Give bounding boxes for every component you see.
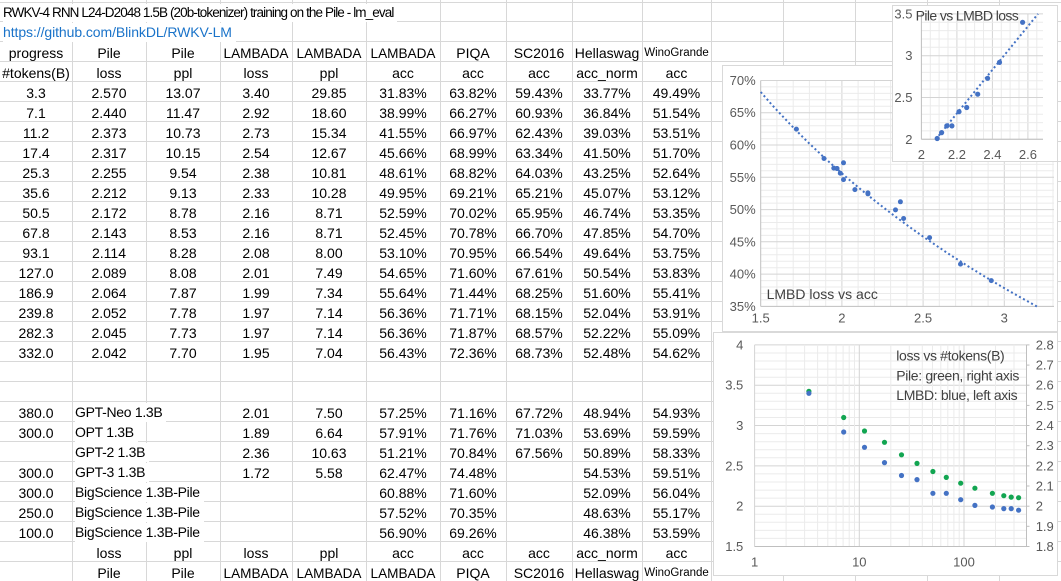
svg-text:10: 10 [852,555,866,570]
svg-text:1.8: 1.8 [1036,539,1054,554]
svg-text:3: 3 [736,418,743,433]
svg-text:3: 3 [1001,310,1008,325]
svg-text:Pile: green, right axis: Pile: green, right axis [896,367,1019,383]
svg-text:2.6: 2.6 [1019,147,1037,162]
svg-text:1.9: 1.9 [1036,519,1054,534]
svg-text:Pile vs LMBD loss: Pile vs LMBD loss [916,7,1019,23]
svg-text:2.5: 2.5 [725,458,743,473]
svg-text:45%: 45% [730,234,756,249]
svg-text:2.8: 2.8 [1036,337,1054,352]
svg-text:2.5: 2.5 [914,310,932,325]
svg-text:40%: 40% [730,267,756,282]
svg-text:2.4: 2.4 [983,147,1001,162]
svg-text:100: 100 [953,555,975,570]
svg-text:2: 2 [736,499,743,514]
svg-text:60%: 60% [730,138,756,153]
svg-text:3.5: 3.5 [894,6,912,21]
svg-text:2.5: 2.5 [894,90,912,105]
svg-text:2.1: 2.1 [1036,479,1054,494]
svg-text:65%: 65% [730,105,756,120]
svg-text:2: 2 [918,147,925,162]
svg-text:LMBD loss vs acc: LMBD loss vs acc [767,286,878,302]
svg-text:2.4: 2.4 [1036,418,1054,433]
svg-text:2.5: 2.5 [1036,398,1054,413]
svg-text:4: 4 [736,337,743,352]
svg-text:2.3: 2.3 [1036,438,1054,453]
svg-text:2.7: 2.7 [1036,358,1054,373]
svg-text:2: 2 [905,132,912,147]
svg-text:2.2: 2.2 [1036,458,1054,473]
svg-text:55%: 55% [730,170,756,185]
svg-text:loss vs #tokens(B): loss vs #tokens(B) [896,348,1004,364]
svg-text:2: 2 [838,310,845,325]
svg-text:50%: 50% [730,202,756,217]
svg-text:2.2: 2.2 [948,147,966,162]
svg-text:1: 1 [751,555,758,570]
svg-text:2: 2 [1036,499,1043,514]
svg-text:LMBD: blue, left axis: LMBD: blue, left axis [896,387,1017,403]
svg-text:35%: 35% [730,299,756,314]
svg-text:3: 3 [905,48,912,63]
svg-text:3.5: 3.5 [725,378,743,393]
svg-text:2.6: 2.6 [1036,378,1054,393]
svg-text:1.5: 1.5 [725,539,743,554]
svg-text:70%: 70% [730,73,756,88]
svg-text:1.5: 1.5 [752,310,770,325]
